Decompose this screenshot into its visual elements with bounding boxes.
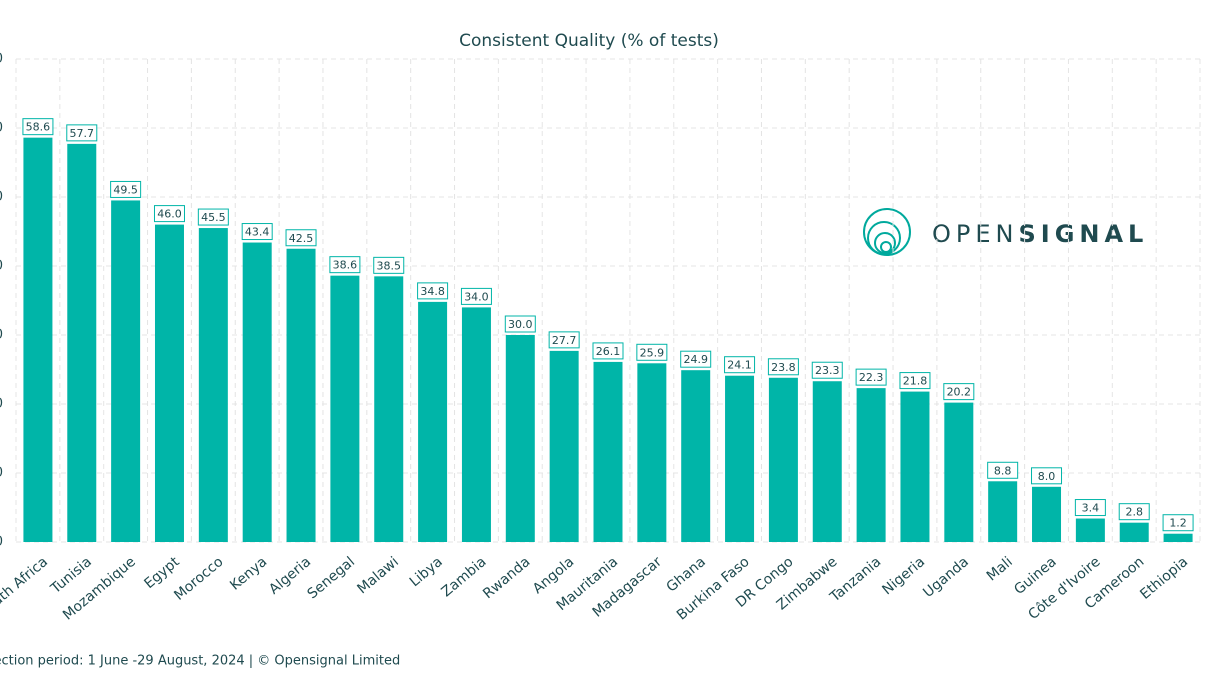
bar xyxy=(768,377,798,542)
bar xyxy=(856,388,886,542)
value-label-box xyxy=(636,343,668,361)
bar xyxy=(812,381,842,542)
value-label-box xyxy=(987,461,1019,479)
value-label-box xyxy=(329,256,361,274)
value-label-box xyxy=(680,350,712,368)
value-label-box xyxy=(1031,467,1063,485)
bar xyxy=(1075,518,1105,542)
value-label-box xyxy=(110,180,142,198)
value-label: 26.1 xyxy=(596,345,621,358)
y-tick-label: 20 xyxy=(0,397,3,412)
value-label-box xyxy=(1118,503,1150,521)
value-label-box xyxy=(767,358,799,376)
value-label-box xyxy=(241,223,273,241)
value-label: 38.6 xyxy=(333,259,358,272)
value-label: 3.4 xyxy=(1082,502,1100,515)
bar xyxy=(637,363,667,542)
value-label: 24.9 xyxy=(683,353,708,366)
value-label: 8.8 xyxy=(994,464,1012,477)
value-label: 22.3 xyxy=(859,371,884,384)
bar xyxy=(242,242,272,543)
value-label: 21.8 xyxy=(903,375,928,388)
value-label-box xyxy=(811,361,843,379)
value-label-box xyxy=(66,124,98,142)
bar xyxy=(1119,522,1149,542)
value-label-box xyxy=(22,118,54,136)
bar xyxy=(461,307,491,542)
value-label-box xyxy=(1074,499,1106,517)
value-label-box xyxy=(285,229,317,247)
bar xyxy=(944,402,974,542)
value-label-box xyxy=(592,342,624,360)
value-label-box xyxy=(153,205,185,223)
bar xyxy=(1032,486,1062,542)
value-label: 46.0 xyxy=(157,208,182,221)
bar xyxy=(505,335,535,542)
value-label: 34.0 xyxy=(464,290,489,303)
y-tick-label: 10 xyxy=(0,466,3,481)
value-label-box xyxy=(504,315,536,333)
value-label-box xyxy=(373,256,405,274)
bar xyxy=(418,301,448,542)
value-label-box xyxy=(548,331,580,349)
logo-icon xyxy=(863,208,911,256)
value-label: 1.2 xyxy=(1169,517,1187,530)
value-label-box xyxy=(943,383,975,401)
value-label: 49.5 xyxy=(113,183,138,196)
value-label: 34.8 xyxy=(420,285,445,298)
bar xyxy=(988,481,1018,542)
value-label: 45.5 xyxy=(201,211,226,224)
value-label: 20.2 xyxy=(947,386,972,399)
value-label: 27.7 xyxy=(552,334,577,347)
value-label: 38.5 xyxy=(376,259,401,272)
value-label: 25.9 xyxy=(640,346,665,359)
value-label-box xyxy=(460,287,492,305)
value-label-box xyxy=(197,208,229,226)
bar xyxy=(374,276,404,542)
y-tick-label: 0 xyxy=(0,535,3,550)
bar xyxy=(593,361,623,542)
value-label: 43.4 xyxy=(245,226,270,239)
bar xyxy=(330,275,360,542)
value-label-box xyxy=(855,368,887,386)
value-label: 58.6 xyxy=(26,121,51,134)
bar xyxy=(67,143,97,542)
y-tick-label: 40 xyxy=(0,259,3,274)
bar xyxy=(549,350,579,542)
y-tick-label: 50 xyxy=(0,190,3,205)
value-label-box xyxy=(417,282,449,300)
value-label: 2.8 xyxy=(1125,506,1143,519)
value-label: 57.7 xyxy=(70,127,95,140)
logo-signal: SIGNAL xyxy=(1018,220,1148,248)
bar xyxy=(111,200,141,542)
value-label: 8.0 xyxy=(1038,470,1056,483)
value-label: 30.0 xyxy=(508,318,533,331)
value-label: 23.3 xyxy=(815,364,840,377)
bar xyxy=(198,228,228,543)
logo-open: OPEN xyxy=(932,220,1018,248)
value-label-box xyxy=(1162,514,1194,532)
bar xyxy=(1163,533,1193,542)
bar xyxy=(154,224,184,542)
value-label: 23.8 xyxy=(771,361,796,374)
bar xyxy=(286,248,316,542)
y-tick-label: 30 xyxy=(0,328,3,343)
footnote: Data collection period: 1 June -29 Augus… xyxy=(0,654,400,669)
value-label: 24.1 xyxy=(727,359,752,372)
value-label-box xyxy=(899,372,931,390)
y-tick-label: 60 xyxy=(0,121,3,136)
bar xyxy=(23,137,53,542)
logo-text: OPENSIGNAL xyxy=(932,220,1148,248)
bar xyxy=(725,375,755,542)
value-label: 42.5 xyxy=(289,232,314,245)
y-tick-label: 70 xyxy=(0,52,3,67)
value-label-box xyxy=(724,356,756,374)
chart-subtitle: Consistent Quality (% of tests) xyxy=(459,31,719,51)
bar xyxy=(681,370,711,542)
bar xyxy=(900,391,930,542)
